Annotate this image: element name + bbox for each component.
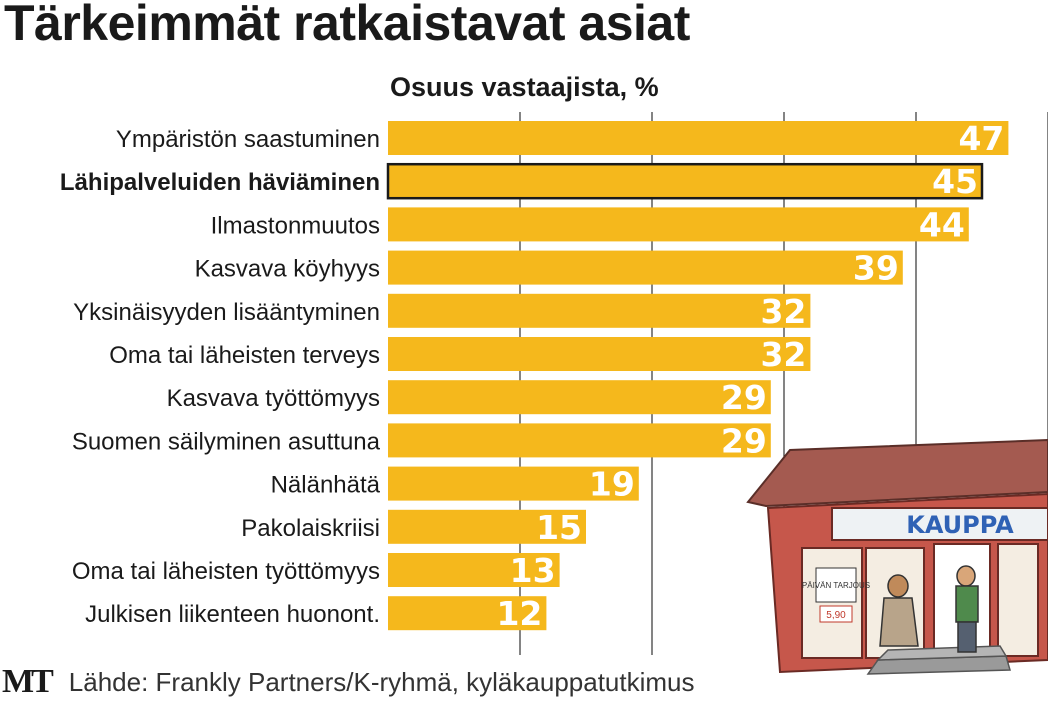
bar: [388, 509, 586, 544]
category-label: Pakolaiskriisi: [241, 515, 380, 542]
category-label: Oma tai läheisten työttömyys: [72, 558, 380, 585]
value-label: 32: [760, 292, 806, 331]
value-label: 29: [721, 421, 767, 460]
category-label: Suomen säilyminen asuttuna: [72, 428, 381, 455]
bar: [388, 553, 560, 587]
value-label: 19: [589, 465, 635, 504]
value-label: 12: [496, 594, 542, 633]
bar: [388, 250, 903, 285]
poster-text: PÄIVÄN TARJOUS: [802, 581, 870, 590]
value-label: 45: [932, 162, 978, 201]
chart-title: Tärkeimmät ratkaistavat asiat: [4, 0, 690, 51]
value-label: 39: [853, 249, 899, 288]
category-label: Kasvava köyhyys: [195, 256, 380, 283]
bars: [386, 121, 1009, 631]
bar: [388, 293, 811, 328]
price-tag-text: 5,90: [826, 610, 846, 621]
shop-sign-text: KAUPPA: [906, 511, 1014, 539]
bar: [388, 380, 771, 415]
bar: [388, 423, 771, 458]
bar: [388, 121, 1009, 155]
category-labels: Ympäristön saastuminen Lähipalveluiden hä…: [60, 126, 381, 628]
source-text: Lähde: Frankly Partners/K-ryhmä, kyläkau…: [68, 666, 695, 697]
bar: [388, 337, 811, 371]
value-label: 29: [721, 378, 767, 417]
category-label: Ilmastonmuutos: [211, 212, 380, 239]
publisher-logo: MT: [2, 663, 54, 700]
value-label: 32: [760, 335, 806, 374]
category-label: Julkisen liikenteen huonont.: [85, 601, 380, 628]
category-label: Nälänhätä: [271, 472, 381, 499]
category-label: Ympäristön saastuminen: [116, 126, 380, 153]
bar: [388, 207, 969, 242]
category-label: Kasvava työttömyys: [167, 385, 380, 412]
bar: [388, 466, 639, 501]
source-line: MT Lähde: Frankly Partners/K-ryhmä, kylä…: [2, 662, 695, 702]
value-label: 44: [919, 205, 965, 244]
value-label: 47: [958, 119, 1004, 158]
bar: [386, 162, 984, 200]
category-label: Oma tai läheisten terveys: [109, 342, 380, 369]
bar: [388, 596, 547, 631]
chart-subtitle: Osuus vastaajista, %: [390, 72, 659, 102]
category-label: Lähipalveluiden häviäminen: [60, 169, 380, 196]
category-label: Yksinäisyyden lisääntyminen: [73, 299, 380, 326]
shop-illustration: KAUPPA PÄIVÄN TARJOUS 5,90: [746, 438, 1048, 675]
value-label: 15: [536, 508, 582, 547]
value-label: 13: [510, 551, 556, 590]
